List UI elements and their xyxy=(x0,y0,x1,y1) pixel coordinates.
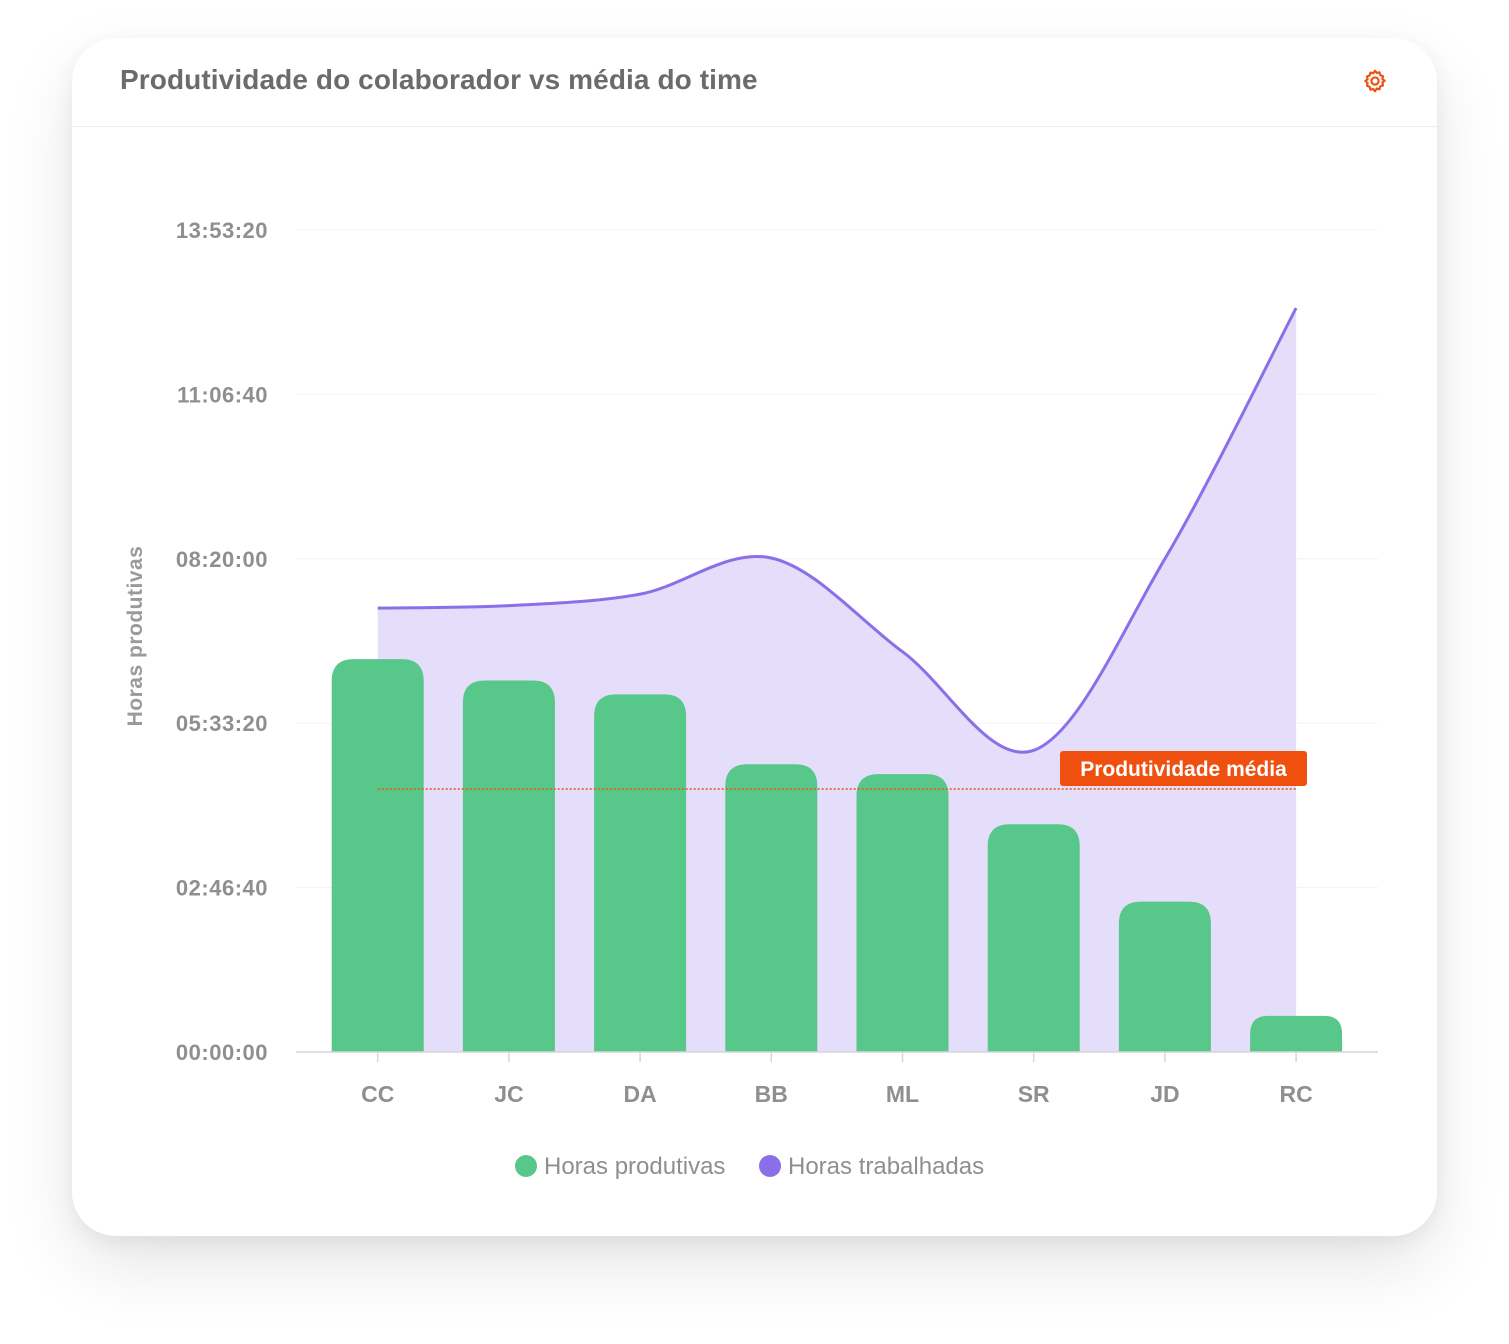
bar-bb[interactable] xyxy=(725,764,818,1052)
gear-icon xyxy=(1364,69,1386,93)
legend-item[interactable]: Horas produtivas xyxy=(515,1153,725,1180)
chart-card: Produtividade do colaborador vs média do… xyxy=(72,38,1437,1236)
y-tick-label: 13:53:20 xyxy=(176,218,268,243)
legend-label: Horas produtivas xyxy=(544,1153,725,1180)
average-label: Produtividade média xyxy=(1080,758,1287,781)
card-title: Produtividade do colaborador vs média do… xyxy=(120,64,758,95)
legend-label: Horas trabalhadas xyxy=(788,1153,984,1180)
chart-legend: Horas produtivas Horas trabalhadas xyxy=(515,1153,984,1180)
x-tick-label: SR xyxy=(1018,1081,1050,1107)
x-tick-label: BB xyxy=(755,1081,788,1107)
y-axis: 00:00:00 02:46:40 05:33:20 08:20:00 11:06:40… xyxy=(176,218,268,1065)
x-tick-label: DA xyxy=(623,1081,656,1107)
combo-chart: 00:00:00 02:46:40 05:33:20 08:20:00 11:06:40… xyxy=(124,218,1378,1180)
y-tick-label: 00:00:00 xyxy=(176,1040,268,1065)
bar-sr[interactable] xyxy=(987,824,1080,1052)
bar-cc[interactable] xyxy=(331,659,424,1052)
y-tick-label: 05:33:20 xyxy=(176,711,268,736)
y-axis-title: Horas produtivas xyxy=(124,546,147,727)
y-tick-label: 02:46:40 xyxy=(176,876,268,901)
average-line: Produtividade média xyxy=(377,750,1307,790)
legend-marker xyxy=(515,1155,537,1177)
productive-hours-bars xyxy=(331,659,1343,1052)
worked-hours-line xyxy=(377,307,1298,754)
bar-rc[interactable] xyxy=(1250,1015,1343,1052)
x-tick-label: CC xyxy=(361,1081,394,1107)
x-tick-label: JC xyxy=(494,1081,523,1107)
x-tick-label: JD xyxy=(1150,1081,1179,1107)
card-header: Produtividade do colaborador vs média do… xyxy=(72,38,1437,127)
bar-ml[interactable] xyxy=(856,774,949,1052)
settings-button[interactable] xyxy=(1360,66,1390,96)
legend-item[interactable]: Horas trabalhadas xyxy=(759,1153,984,1180)
x-tick-label: ML xyxy=(886,1081,919,1107)
bar-jc[interactable] xyxy=(462,680,555,1052)
bar-da[interactable] xyxy=(594,694,687,1052)
y-tick-label: 08:20:00 xyxy=(176,547,268,572)
bar-jd[interactable] xyxy=(1118,901,1211,1052)
legend-marker xyxy=(759,1155,781,1177)
average-label-box xyxy=(1060,750,1307,786)
x-tick-label: RC xyxy=(1279,1081,1312,1107)
y-tick-label: 11:06:40 xyxy=(177,382,268,407)
x-axis: CC JC DA BB ML SR JD RC xyxy=(296,1051,1378,1107)
